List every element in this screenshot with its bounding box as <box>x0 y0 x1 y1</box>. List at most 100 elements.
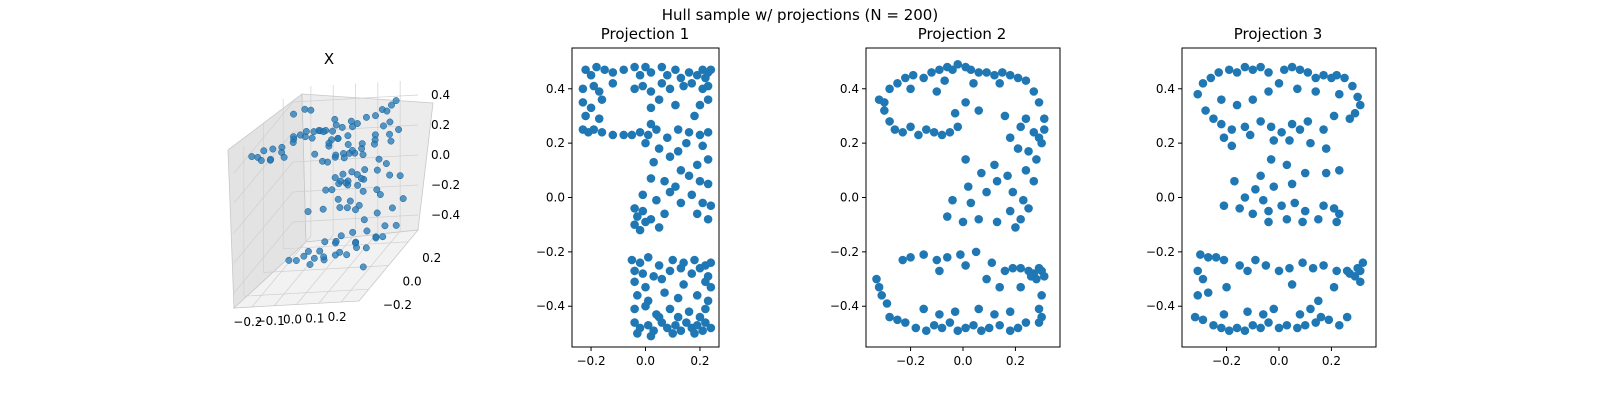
projection-1-point <box>692 320 702 330</box>
projection-2-point <box>1016 263 1025 273</box>
axis-3d-point <box>280 153 288 161</box>
projection-2-point <box>937 130 947 140</box>
projection-2-point <box>953 60 963 69</box>
projection-3-point <box>1279 65 1289 75</box>
projection-2-point <box>1034 318 1044 327</box>
axis-3d-point <box>311 150 319 158</box>
projection-3-point <box>1190 312 1200 322</box>
axis-3d-xtick-label: 0.0 <box>283 313 302 327</box>
projection-3-point <box>1232 323 1242 333</box>
projection-2-point <box>982 68 991 77</box>
axis-3d-point <box>386 118 394 126</box>
projection-1-point <box>695 100 705 110</box>
projection-2-point <box>882 299 892 308</box>
projection-3-point <box>1198 315 1208 325</box>
projection-3-point <box>1290 198 1300 208</box>
axis-3d-point <box>373 186 381 194</box>
projection-1-point <box>695 130 705 140</box>
axis-3d-point <box>332 237 340 245</box>
projection-3-point <box>1319 70 1328 80</box>
projection-3-point <box>1287 179 1297 189</box>
projection-1-point <box>695 312 705 322</box>
projection-1-point <box>703 81 713 91</box>
axis-3d-point <box>321 238 329 246</box>
projection-2-point <box>961 98 970 107</box>
projection-2-point <box>969 320 978 330</box>
axis-3d-point <box>349 228 357 236</box>
axis-3d-point <box>296 131 304 139</box>
projection-2-point <box>932 87 942 96</box>
projection-1-point <box>703 155 713 164</box>
projection-2-point <box>1034 304 1044 314</box>
projection-3-frame <box>1181 47 1377 348</box>
projection-1-point <box>684 127 694 137</box>
projection-1-point <box>665 266 675 276</box>
projection-1-point <box>581 65 590 75</box>
projection-1-point <box>673 146 683 156</box>
projection-3-point <box>1209 114 1218 123</box>
projection-3-point <box>1251 185 1260 194</box>
projection-1-point <box>633 212 642 221</box>
projection-2-point <box>1018 195 1028 205</box>
projection-1-point <box>646 174 656 183</box>
projection-3-point <box>1285 263 1294 273</box>
projection-1-point <box>627 130 637 140</box>
projection-2-point <box>982 274 991 284</box>
axis-3d-ztick-label: 0.2 <box>431 118 450 132</box>
projection-2-point <box>1037 138 1046 148</box>
projection-2-xtick-label: 0.0 <box>953 354 972 368</box>
projection-1-point <box>687 79 697 88</box>
projection-3-point <box>1258 195 1268 205</box>
projection-2-point <box>977 326 986 335</box>
projection-3-point <box>1298 217 1307 227</box>
projection-3-point <box>1353 92 1362 102</box>
projection-2-point <box>990 70 999 80</box>
projection-3-ticks: −0.2 0.0 0.2 −0.4 −0.2 0.0 0.2 0.4 <box>1146 82 1341 368</box>
projection-2-point <box>974 106 984 115</box>
projection-3-point <box>1248 95 1258 104</box>
projection-1-point <box>646 331 656 341</box>
projection-1-point <box>703 179 713 189</box>
projection-2-point <box>893 79 902 88</box>
axis-3d-point <box>372 234 380 242</box>
projection-3-point <box>1319 125 1328 134</box>
projection-3-ytick-label: 0.2 <box>1156 136 1175 150</box>
projection-2-axes: Projection 2 −0.2 0.0 0.2 −0.4 −0.2 0.0 0.2 0.4 <box>830 25 1061 368</box>
projection-2-point <box>995 282 1005 292</box>
projection-1-point <box>695 176 705 186</box>
projection-2-point <box>1000 266 1010 276</box>
projection-3-point <box>1269 304 1279 314</box>
projection-1-point <box>641 282 650 292</box>
projection-3-xtick-label: 0.0 <box>1269 354 1288 368</box>
axis-3d-point <box>290 110 297 118</box>
axis-3d-point <box>328 186 336 194</box>
projection-1-point <box>657 62 667 72</box>
projection-3-point <box>1316 312 1326 322</box>
projection-1-axes: Projection 1 −0.2 0.0 0.2 −0.4 −0.2 0.0 0.2 0.4 <box>536 25 720 368</box>
axis-3d-point <box>375 155 383 163</box>
axis-3d-point <box>336 248 344 256</box>
axis-3d-point <box>331 115 339 123</box>
figure-suptitle: Hull sample w/ projections (N = 200) <box>662 6 938 24</box>
axis-3d-point <box>359 187 367 195</box>
projection-3-point <box>1248 65 1258 75</box>
projection-2-point <box>990 160 999 170</box>
projection-2-points <box>872 60 1049 335</box>
projection-3-point <box>1219 255 1229 265</box>
projection-1-point <box>703 127 713 137</box>
projection-3-point <box>1303 68 1313 77</box>
axis-3d-xtick-label: −0.2 <box>233 315 262 329</box>
projection-1-point <box>641 301 650 311</box>
projection-1-point <box>646 119 656 129</box>
projection-1-point <box>597 127 607 137</box>
projection-3-point <box>1198 79 1208 88</box>
projection-2-point <box>935 310 944 319</box>
axis-3d-point <box>361 166 369 174</box>
projection-3-point <box>1243 266 1252 276</box>
axis-3d-point <box>342 179 350 187</box>
axis-3d-point <box>343 251 351 259</box>
projection-1-point <box>665 84 675 94</box>
projection-1-point <box>673 125 683 134</box>
axis-3d-gridline <box>233 214 419 294</box>
projection-1-point <box>671 100 680 110</box>
